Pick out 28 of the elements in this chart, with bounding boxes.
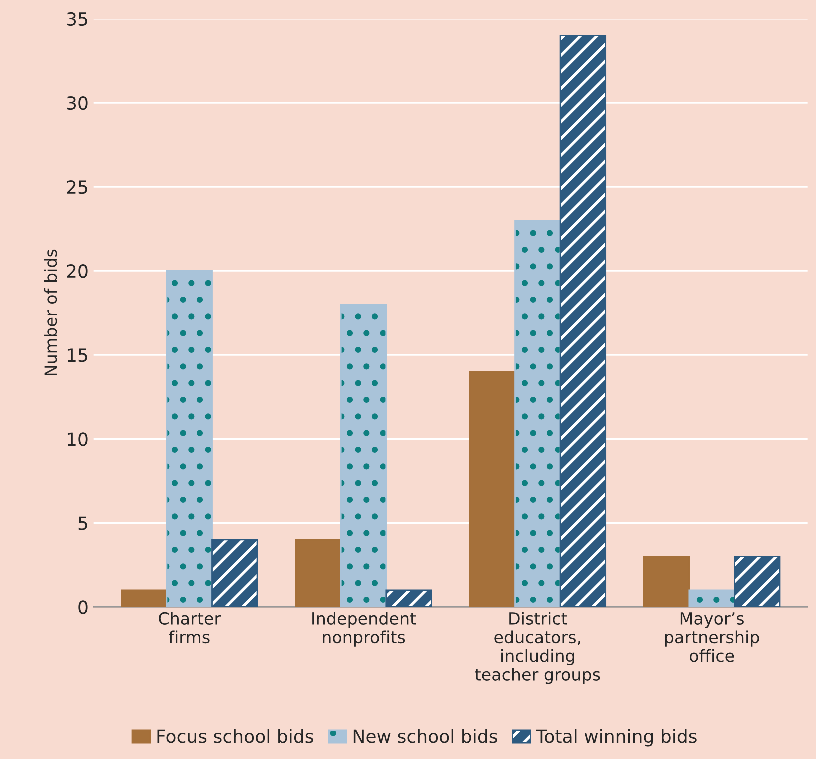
bar	[734, 556, 781, 608]
bar	[469, 371, 516, 608]
x-tick-label: Independent nonprofits	[312, 612, 416, 647]
legend-label: Total winning bids	[536, 729, 697, 747]
bar	[121, 590, 168, 608]
y-tick-label: 0	[78, 600, 88, 614]
bar	[166, 270, 213, 608]
y-axis-title: Number of bids	[44, 250, 58, 376]
y-tick-label: 10	[68, 432, 88, 446]
bar	[688, 590, 736, 608]
x-tick-label: Charter firms	[159, 612, 222, 644]
y-tick-label: 35	[67, 12, 88, 26]
bar	[643, 556, 690, 608]
bar	[560, 35, 607, 608]
y-tick-label: 5	[78, 516, 88, 530]
legend-label: New school bids	[354, 729, 498, 744]
x-tick-label: Mayor’s partnership office	[665, 612, 760, 662]
bar	[386, 590, 432, 608]
bar	[340, 304, 388, 608]
bar	[295, 539, 342, 608]
y-tick-label: 30	[67, 96, 88, 110]
bar	[212, 539, 258, 608]
legend-label: Focus school bids	[158, 729, 314, 744]
y-tick-label: 20	[67, 264, 88, 278]
y-tick-label: 25	[67, 180, 88, 194]
x-tick-label: District educators, including teacher groups	[475, 612, 600, 684]
bar	[514, 220, 562, 608]
y-tick-label: 15	[68, 348, 88, 362]
